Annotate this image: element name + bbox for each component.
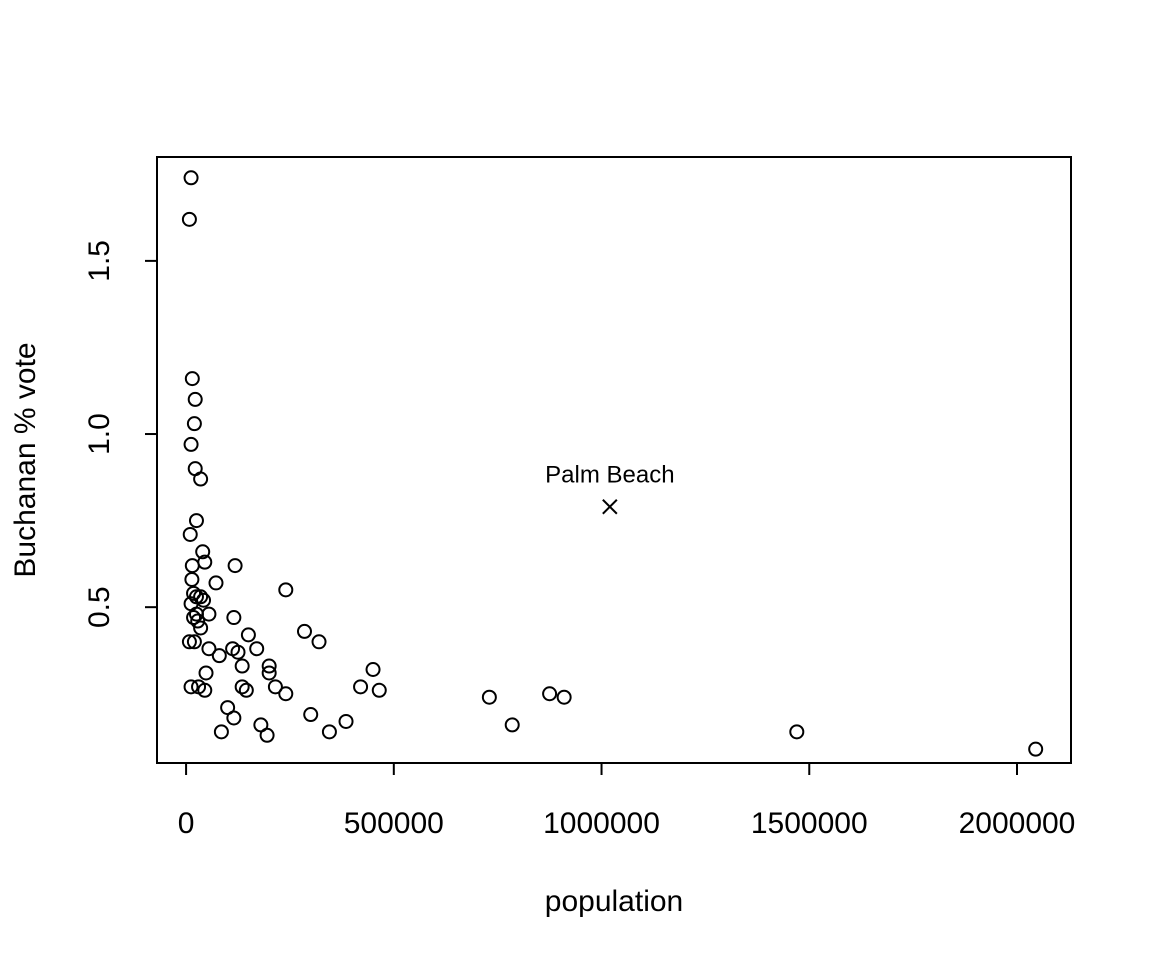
x-tick-label: 2000000: [959, 807, 1076, 840]
data-point: [261, 665, 277, 681]
data-point: [193, 620, 209, 636]
data-point: [238, 682, 254, 698]
data-point: [338, 713, 354, 729]
data-point: [278, 582, 294, 598]
data-point: [181, 634, 197, 650]
data-point: [190, 613, 206, 629]
data-point: [208, 575, 224, 591]
x-axis-title: population: [545, 885, 683, 918]
data-point: [542, 686, 558, 702]
data-point: [240, 627, 256, 643]
data-point: [296, 623, 312, 639]
data-point: [184, 558, 200, 574]
data-point: [182, 526, 198, 542]
data-point: [201, 641, 217, 657]
x-tick-label: 500000: [344, 807, 444, 840]
data-point: [213, 724, 229, 740]
data-point: [504, 717, 520, 733]
y-tick-label: 1.0: [83, 413, 116, 455]
data-point: [365, 662, 381, 678]
data-point: [789, 724, 805, 740]
x-tick-label: 1500000: [751, 807, 868, 840]
data-point: [234, 658, 250, 674]
y-tick-label: 1.5: [83, 240, 116, 282]
y-tick-label: 0.5: [83, 586, 116, 628]
data-point: [353, 679, 369, 695]
data-point: [186, 610, 202, 626]
data-point: [226, 710, 242, 726]
data-point: [193, 471, 209, 487]
annotations: Palm Beach: [545, 462, 674, 489]
data-point: [183, 679, 199, 695]
data-point: [261, 658, 277, 674]
x-tick-label: 1000000: [543, 807, 660, 840]
data-point: [278, 686, 294, 702]
y-axis-title: Buchanan % vote: [9, 342, 42, 577]
x-axis: 0 500000 1000000 1500000 2000000: [178, 762, 1076, 840]
data-point: [234, 679, 250, 695]
data-point: [183, 170, 199, 186]
data-point: [201, 606, 217, 622]
data-point: [259, 727, 275, 743]
data-point: [181, 211, 197, 227]
data-point: [187, 391, 203, 407]
data-point: [303, 707, 319, 723]
annotation-label: Palm Beach: [545, 462, 674, 489]
data-point: [1028, 741, 1044, 757]
x-tick-label: 0: [178, 807, 195, 840]
data-point: [249, 641, 265, 657]
plot-frame: [156, 156, 1072, 764]
data-point: [186, 585, 202, 601]
data-point: [211, 648, 227, 664]
y-axis: 0.5 1.0 1.5: [83, 240, 158, 628]
data-point: [184, 571, 200, 587]
data-point: [226, 610, 242, 626]
data-point: [267, 679, 283, 695]
data-point: [227, 558, 243, 574]
data-point: [193, 589, 209, 605]
data-point: [371, 682, 387, 698]
data-point: [198, 665, 214, 681]
data-point: [186, 634, 202, 650]
data-point: [481, 689, 497, 705]
data-point: [183, 436, 199, 452]
data-point: [321, 724, 337, 740]
data-point: [556, 689, 572, 705]
data-point: [184, 371, 200, 387]
data-point-x: [602, 499, 618, 515]
data-point: [230, 644, 246, 660]
data-point: [197, 682, 213, 698]
data-point: [186, 416, 202, 432]
data-points: [181, 170, 1044, 757]
data-point: [188, 513, 204, 529]
data-point: [311, 634, 327, 650]
data-point: [195, 544, 211, 560]
